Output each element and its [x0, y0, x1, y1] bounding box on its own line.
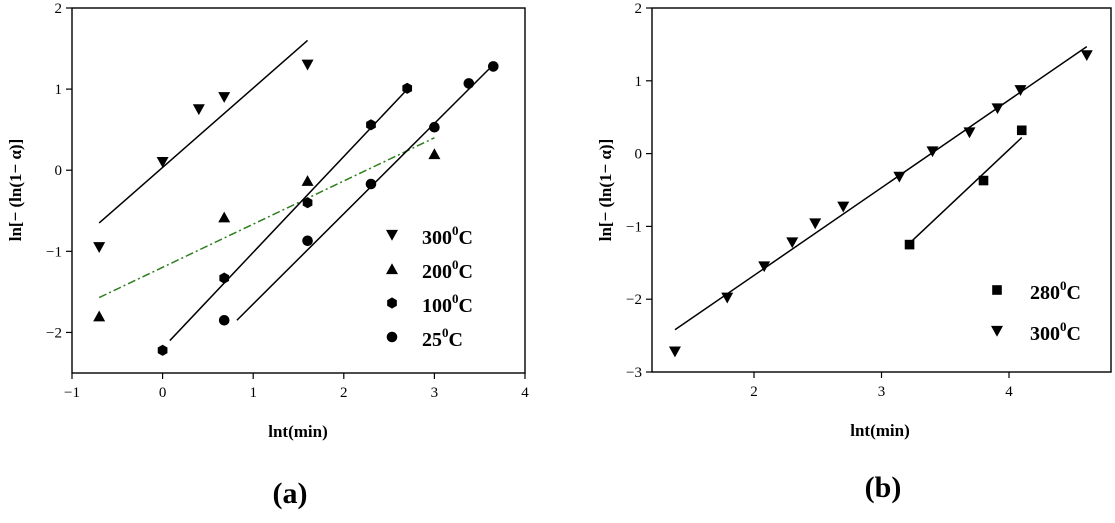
data-point-300C [758, 261, 771, 273]
y-tick-label: −2 [46, 325, 62, 341]
y-tick-label: −2 [626, 292, 642, 308]
data-point-25C [487, 61, 499, 72]
panel-a-y-axis-title: ln[− (ln(1− α)] [6, 139, 25, 242]
panel-a-data-points [93, 59, 499, 356]
legend-label-280C: 2800C [1030, 278, 1081, 304]
legend-label-300C: 3000C [1030, 319, 1081, 345]
data-point-100C [302, 197, 313, 209]
x-tick-label: 0 [159, 385, 167, 401]
panel-b-data-points [668, 50, 1093, 358]
panel-b-label: (b) [865, 471, 902, 504]
fit-line-100C [169, 86, 410, 342]
data-point-300C [301, 59, 314, 71]
x-tick-label: 2 [340, 385, 348, 401]
data-point-200C [93, 310, 106, 322]
data-point-300C [156, 157, 169, 168]
y-tick-label: 0 [55, 163, 63, 179]
panel-a-x-axis-title: lnt(min) [268, 422, 328, 441]
x-tick-label: 4 [521, 385, 529, 401]
legend-marker-100C [387, 297, 397, 309]
data-point-300C [991, 103, 1004, 115]
panel-b-plot-frame [651, 7, 1112, 373]
data-point-300C [218, 92, 231, 103]
y-tick-label: −3 [626, 365, 642, 381]
panel-a: −1 0 1 2 3 4 −2 −1 0 1 2 3000C 2000C 1000C 250C lnt(m… [6, 1, 529, 510]
panel-b: 2 3 4 −3 −2 −1 0 1 2 2800C 3000C lnt(min) ln[− (l… [596, 1, 1112, 504]
data-point-300C [837, 201, 850, 213]
panel-a-legend: 3000C 2000C 1000C 250C [386, 223, 473, 351]
panel-b-ticks: 2 3 4 −3 −2 −1 0 1 2 [626, 1, 1013, 400]
y-tick-label: 1 [55, 82, 63, 98]
legend-marker-300C [386, 229, 398, 241]
data-point-300C [926, 146, 939, 158]
panel-b-fit-lines [674, 45, 1088, 331]
fit-line-300C [674, 45, 1088, 331]
legend-marker-200C [386, 263, 398, 275]
data-point-25C [429, 121, 440, 133]
y-tick-label: −1 [46, 244, 62, 260]
data-point-100C [402, 82, 413, 94]
data-point-100C [366, 119, 376, 131]
data-point-25C [463, 78, 475, 89]
data-point-300C [1014, 85, 1027, 96]
fit-line-280C [909, 137, 1023, 244]
data-point-300C [786, 237, 799, 249]
data-point-300C [963, 127, 976, 139]
x-tick-label: −1 [64, 385, 80, 401]
legend-marker-280C [992, 285, 1002, 295]
data-point-300C [192, 104, 205, 116]
x-tick-label: 3 [878, 384, 886, 400]
x-tick-label: 4 [1005, 384, 1013, 400]
panel-b-legend: 2800C 3000C [991, 278, 1081, 345]
data-point-200C [428, 148, 441, 160]
legend-marker-300C [991, 325, 1003, 337]
x-tick-label: 2 [750, 384, 758, 400]
legend-label-25C: 250C [422, 325, 463, 351]
data-point-300C [93, 242, 106, 253]
data-point-200C [218, 211, 231, 223]
legend-label-100C: 1000C [422, 291, 473, 317]
panel-b-y-axis-title: ln[− (ln(1− α)] [596, 139, 615, 242]
panel-a-fit-lines [98, 39, 494, 342]
data-point-280C [904, 239, 915, 250]
y-tick-label: 2 [55, 1, 63, 17]
panel-a-plot-frame [71, 7, 526, 374]
y-tick-label: 0 [635, 147, 643, 163]
panel-a-ticks: −1 0 1 2 3 4 −2 −1 0 1 2 [46, 1, 529, 401]
y-tick-label: 2 [635, 1, 643, 17]
data-point-25C [302, 235, 313, 247]
x-tick-label: 3 [431, 385, 439, 401]
data-point-280C [1016, 125, 1027, 136]
data-point-300C [721, 292, 734, 304]
data-point-25C [218, 314, 230, 326]
data-point-100C [219, 272, 230, 284]
panel-b-x-axis-title: lnt(min) [850, 421, 910, 440]
fit-line-300C [98, 39, 309, 224]
data-point-280C [978, 175, 989, 186]
legend-marker-25C [386, 331, 398, 343]
data-point-300C [1080, 50, 1093, 62]
y-tick-label: 1 [635, 74, 643, 90]
data-point-300C [893, 171, 906, 183]
y-tick-label: −1 [626, 219, 642, 235]
data-point-200C [301, 175, 314, 186]
data-point-300C [809, 218, 822, 230]
data-point-100C [157, 344, 168, 356]
legend-label-300C: 3000C [422, 223, 473, 249]
data-point-25C [365, 178, 377, 190]
legend-label-200C: 2000C [422, 257, 473, 283]
data-point-300C [668, 346, 681, 358]
fit-line-200C [98, 137, 435, 299]
x-tick-label: 1 [249, 385, 257, 401]
fit-line-25C [236, 64, 494, 321]
panel-a-label: (a) [273, 477, 308, 510]
